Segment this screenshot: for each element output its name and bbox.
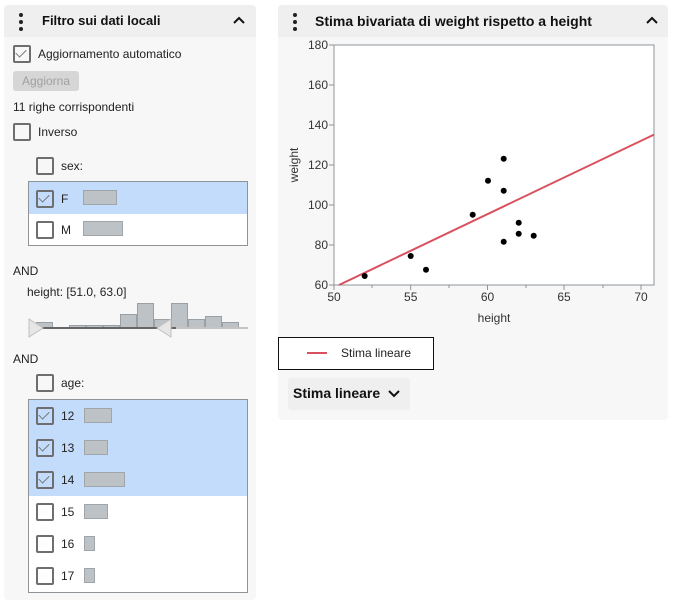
age-12-checkbox[interactable]: [36, 407, 54, 425]
sex-f-checkbox[interactable]: [36, 190, 54, 208]
height-range-slider[interactable]: [28, 300, 248, 340]
age-14-label: 14: [61, 473, 75, 487]
y-axis-title: weight: [287, 147, 301, 183]
age-15-label: 15: [61, 505, 75, 519]
linear-fit-line: [338, 133, 655, 286]
age-16-checkbox[interactable]: [36, 535, 54, 553]
y-axis: 180 160 140 120 100 80 60: [308, 38, 334, 292]
and-operator-2: AND: [13, 352, 39, 366]
svg-text:55: 55: [404, 290, 418, 304]
slider-max-handle-icon[interactable]: [156, 318, 172, 338]
sex-item-m[interactable]: M: [29, 214, 247, 246]
auto-update-checkbox[interactable]: [13, 45, 31, 63]
kebab-menu-icon[interactable]: [18, 13, 24, 31]
age-15-checkbox[interactable]: [36, 503, 54, 521]
inverse-checkbox[interactable]: [13, 123, 31, 141]
x-axis: 50 55 60 65 70: [327, 285, 648, 304]
sex-m-count-bar: [83, 221, 123, 236]
and-operator-1: AND: [13, 264, 39, 278]
sex-f-count-bar: [83, 190, 117, 205]
svg-text:70: 70: [634, 290, 648, 304]
slider-track-unselected: [176, 327, 248, 329]
age-item-12[interactable]: 12: [29, 400, 247, 432]
linear-fit-dropdown[interactable]: Stima lineare: [288, 378, 410, 410]
sex-select-all-checkbox[interactable]: [36, 157, 54, 175]
chevron-up-icon[interactable]: [645, 15, 659, 25]
age-17-label: 17: [61, 569, 75, 583]
sex-m-label: M: [61, 223, 71, 237]
age-13-count-bar: [84, 440, 108, 455]
report-panel-header[interactable]: Stima bivariata di weight rispetto a hei…: [278, 5, 668, 37]
age-12-count-bar: [84, 408, 112, 423]
sex-m-checkbox[interactable]: [36, 221, 54, 239]
svg-text:65: 65: [557, 290, 571, 304]
update-button[interactable]: Aggiorna: [13, 71, 79, 91]
sex-item-f[interactable]: F: [29, 182, 247, 214]
report-panel-title: Stima bivariata di weight rispetto a hei…: [315, 13, 592, 29]
sex-filter-label: sex:: [61, 159, 84, 173]
svg-text:140: 140: [308, 118, 328, 132]
age-16-label: 16: [61, 537, 75, 551]
age-12-label: 12: [61, 409, 75, 423]
inverse-label: Inverso: [38, 125, 78, 139]
legend-label: Stima lineare: [341, 346, 412, 360]
age-17-checkbox[interactable]: [36, 567, 54, 585]
dropdown-label: Stima lineare: [293, 385, 381, 401]
svg-text:60: 60: [315, 278, 329, 292]
filter-panel-title: Filtro sui dati locali: [42, 13, 161, 28]
age-item-13[interactable]: 13: [29, 432, 247, 464]
chevron-down-icon: [388, 390, 400, 398]
age-15-count-bar: [84, 504, 108, 519]
chevron-up-icon[interactable]: [232, 15, 246, 25]
age-select-all-checkbox[interactable]: [36, 374, 54, 392]
svg-text:80: 80: [315, 238, 329, 252]
age-14-checkbox[interactable]: [36, 471, 54, 489]
legend-line-swatch: [307, 352, 327, 354]
slider-track-selected: [36, 327, 176, 329]
age-item-14[interactable]: 14: [29, 464, 247, 496]
sex-listbox: F M: [28, 181, 248, 246]
match-count: 11 righe corrispondenti: [13, 100, 135, 114]
age-16-count-bar: [84, 536, 95, 551]
height-filter-label: height: [51.0, 63.0]: [27, 285, 127, 299]
filter-panel-header[interactable]: Filtro sui dati locali: [4, 5, 256, 37]
svg-text:180: 180: [308, 38, 328, 52]
x-axis-title: height: [478, 311, 511, 325]
svg-text:100: 100: [308, 198, 328, 212]
chart-legend: Stima lineare: [278, 337, 434, 370]
data-points: [361, 155, 537, 279]
svg-text:60: 60: [481, 290, 495, 304]
age-14-count-bar: [84, 472, 125, 487]
age-13-label: 13: [61, 441, 75, 455]
kebab-menu-icon[interactable]: [292, 13, 298, 31]
age-13-checkbox[interactable]: [36, 439, 54, 457]
slider-min-handle-icon[interactable]: [28, 318, 44, 338]
svg-text:120: 120: [308, 158, 328, 172]
age-item-15[interactable]: 15: [29, 496, 247, 528]
auto-update-label: Aggiornamento automatico: [38, 47, 182, 61]
plot-area: [333, 44, 655, 286]
sex-f-label: F: [61, 192, 69, 206]
age-listbox: 12 13 14 15 16 17: [28, 399, 248, 593]
age-item-16[interactable]: 16: [29, 528, 247, 560]
age-filter-label: age:: [61, 376, 85, 390]
svg-text:160: 160: [308, 78, 328, 92]
age-17-count-bar: [84, 568, 95, 583]
svg-text:50: 50: [327, 290, 341, 304]
age-item-17[interactable]: 17: [29, 560, 247, 592]
